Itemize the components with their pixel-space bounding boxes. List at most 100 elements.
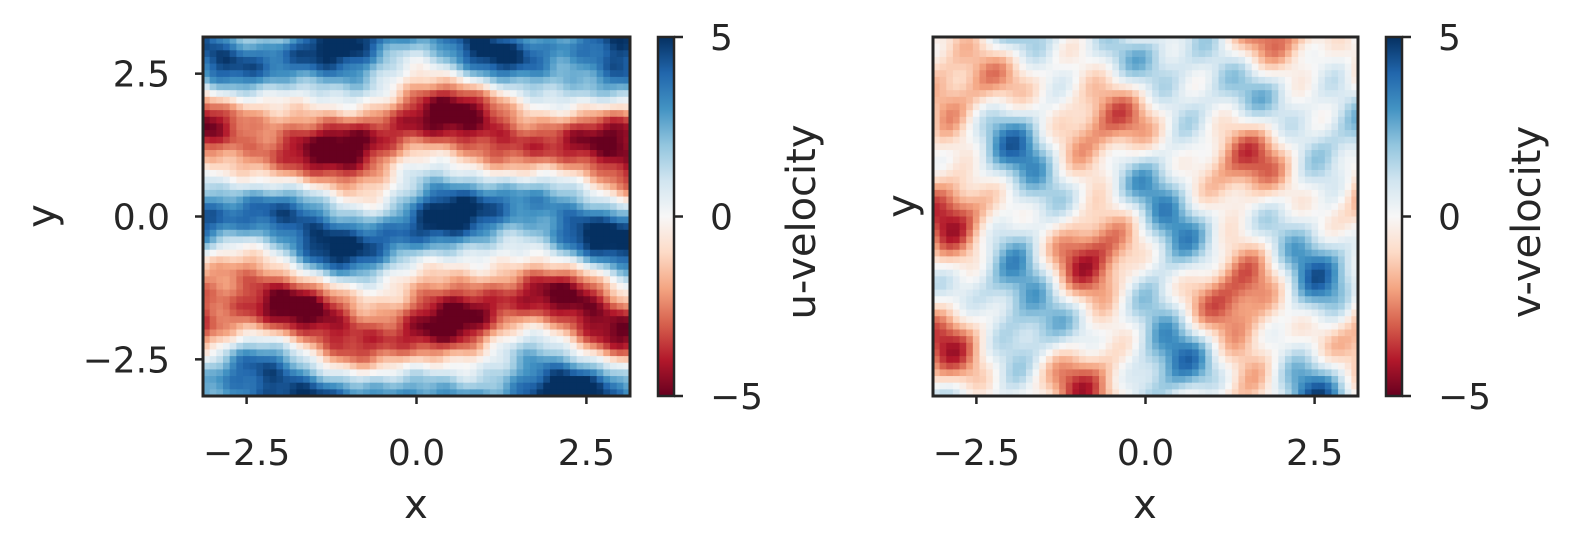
heatmap-cell <box>1159 130 1166 137</box>
heatmap-cell <box>583 276 590 283</box>
heatmap-cell <box>583 137 590 144</box>
heatmap-cell <box>510 256 517 263</box>
heatmap-cell <box>423 383 430 390</box>
heatmap-cell <box>403 217 410 224</box>
heatmap-cell <box>517 177 524 184</box>
heatmap-cell <box>210 163 217 170</box>
heatmap-cell <box>296 283 303 290</box>
heatmap-cell <box>457 217 464 224</box>
heatmap-cell <box>1232 90 1239 97</box>
heatmap-cell <box>1092 84 1099 91</box>
heatmap-cell <box>603 383 610 390</box>
heatmap-cell <box>1086 157 1093 164</box>
heatmap-cell <box>1019 50 1026 57</box>
heatmap-cell <box>490 223 497 230</box>
heatmap-cell <box>423 330 430 337</box>
heatmap-cell <box>490 243 497 250</box>
heatmap-cell <box>1019 117 1026 124</box>
heatmap-cell <box>403 263 410 270</box>
heatmap-cell <box>457 123 464 130</box>
heatmap-cell <box>230 157 237 164</box>
heatmap-cell <box>417 84 424 91</box>
heatmap-cell <box>1245 143 1252 150</box>
heatmap-cell <box>503 290 510 297</box>
heatmap-cell <box>1238 103 1245 110</box>
heatmap-cell <box>1026 137 1033 144</box>
heatmap-cell <box>1258 77 1265 84</box>
heatmap-cell <box>223 84 230 91</box>
heatmap-cell <box>477 343 484 350</box>
heatmap-cell <box>1212 64 1219 71</box>
heatmap-cell <box>1185 150 1192 157</box>
heatmap-cell <box>477 363 484 370</box>
heatmap-cell <box>243 190 250 197</box>
heatmap-cell <box>216 316 223 323</box>
heatmap-cell <box>457 369 464 376</box>
heatmap-cell <box>610 177 617 184</box>
heatmap-cell <box>477 143 484 150</box>
heatmap-cell <box>1225 170 1232 177</box>
heatmap-cell <box>423 90 430 97</box>
heatmap-cell <box>477 383 484 390</box>
heatmap-cell <box>557 50 564 57</box>
heatmap-cell <box>276 177 283 184</box>
heatmap-cell <box>557 316 564 323</box>
heatmap-cell <box>330 70 337 77</box>
heatmap-cell <box>1219 77 1226 84</box>
heatmap-cell <box>583 223 590 230</box>
heatmap-cell <box>370 170 377 177</box>
heatmap-cell <box>1053 70 1060 77</box>
heatmap-cell <box>1312 97 1319 104</box>
heatmap-cell <box>390 310 397 317</box>
heatmap-cell <box>410 310 417 317</box>
heatmap-cell <box>230 363 237 370</box>
heatmap-cell <box>530 270 537 277</box>
heatmap-cell <box>210 296 217 303</box>
heatmap-cell <box>1139 70 1146 77</box>
heatmap-cell <box>1119 84 1126 91</box>
heatmap-cell <box>610 323 617 330</box>
heatmap-cell <box>940 77 947 84</box>
heatmap-cell <box>363 103 370 110</box>
heatmap-cell <box>1265 90 1272 97</box>
heatmap-cell <box>330 243 337 250</box>
heatmap-cell <box>403 330 410 337</box>
heatmap-cell <box>517 137 524 144</box>
heatmap-cell <box>1265 70 1272 77</box>
heatmap-cell <box>1338 90 1345 97</box>
heatmap-cell <box>443 223 450 230</box>
heatmap-cell <box>523 236 530 243</box>
heatmap-cell <box>303 369 310 376</box>
heatmap-cell <box>450 310 457 317</box>
heatmap-cell <box>463 197 470 204</box>
heatmap-cell <box>330 217 337 224</box>
heatmap-cell <box>1298 110 1305 117</box>
heatmap-cell <box>243 310 250 317</box>
heatmap-cell <box>223 363 230 370</box>
heatmap-cell <box>290 343 297 350</box>
heatmap-cell <box>323 50 330 57</box>
heatmap-cell <box>503 270 510 277</box>
heatmap-cell <box>1312 70 1319 77</box>
heatmap-cell <box>966 157 973 164</box>
heatmap-cell <box>437 64 444 71</box>
heatmap-cell <box>270 130 277 137</box>
heatmap-cell <box>363 290 370 297</box>
heatmap-cell <box>1119 77 1126 84</box>
heatmap-cell <box>563 157 570 164</box>
heatmap-cell <box>1059 110 1066 117</box>
heatmap-cell <box>1099 50 1106 57</box>
heatmap-cell <box>236 163 243 170</box>
heatmap-cell <box>256 210 263 217</box>
heatmap-cell <box>940 123 947 130</box>
heatmap-cell <box>1265 130 1272 137</box>
heatmap-cell <box>283 250 290 257</box>
heatmap-cell <box>1338 170 1345 177</box>
heatmap-cell <box>350 84 357 91</box>
heatmap-cell <box>263 130 270 137</box>
heatmap-cell <box>290 103 297 110</box>
heatmap-cell <box>250 197 257 204</box>
heatmap-cell <box>403 336 410 343</box>
heatmap-cell <box>250 323 257 330</box>
